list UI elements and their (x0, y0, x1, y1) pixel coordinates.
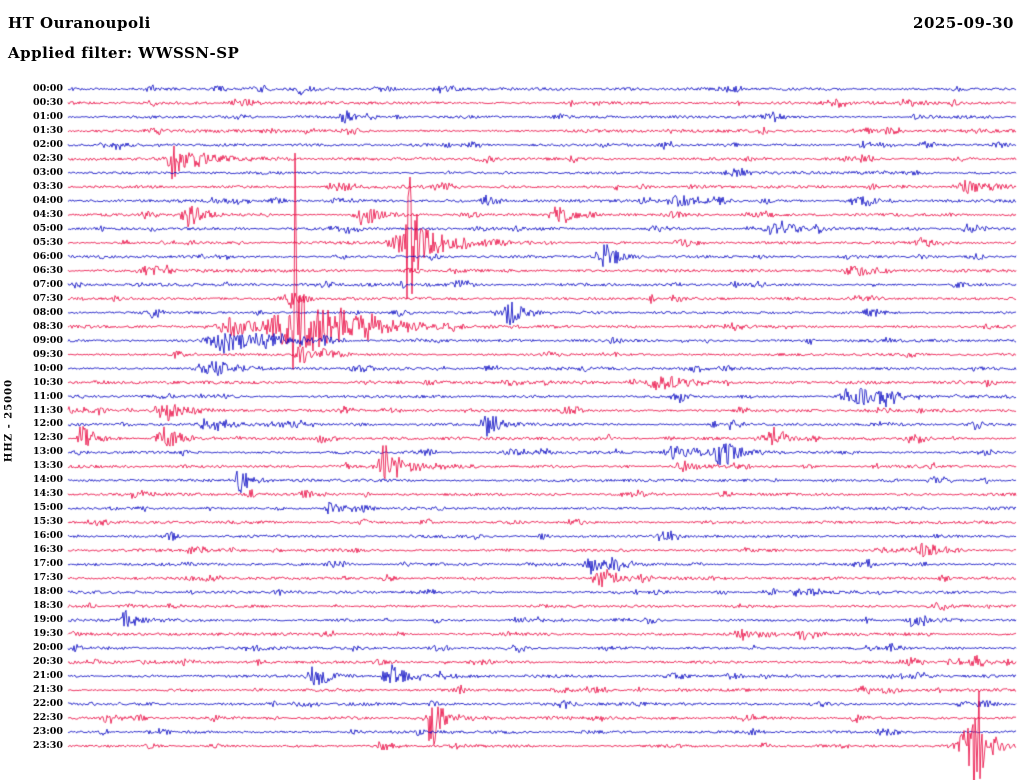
time-label: 11:30 (33, 404, 63, 416)
time-label: 17:00 (33, 558, 63, 570)
time-label: 03:30 (33, 180, 63, 192)
time-label: 22:00 (33, 698, 63, 710)
time-label: 18:30 (33, 600, 63, 612)
time-label: 21:00 (33, 670, 63, 682)
time-label: 00:00 (33, 83, 63, 94)
time-label: 12:00 (33, 418, 63, 430)
time-label: 06:30 (33, 264, 63, 276)
time-label: 16:00 (33, 530, 63, 542)
time-label: 07:00 (33, 278, 63, 290)
time-label: 23:00 (33, 726, 63, 738)
time-label: 04:00 (33, 194, 63, 206)
time-label: 08:00 (33, 306, 63, 318)
time-label: 21:30 (33, 684, 63, 696)
time-label: 20:30 (33, 656, 63, 668)
time-label: 01:30 (33, 124, 63, 136)
time-label: 04:30 (33, 208, 63, 220)
time-label: 19:30 (33, 628, 63, 640)
time-label: 01:00 (33, 110, 63, 122)
filter-label: Applied filter: WWSSN-SP (8, 44, 240, 62)
time-label: 23:30 (33, 740, 63, 751)
time-label: 02:00 (33, 138, 63, 150)
time-label: 02:30 (33, 152, 63, 164)
time-label: 14:30 (33, 488, 63, 500)
time-label: 16:30 (33, 544, 63, 556)
time-label: 20:00 (33, 642, 63, 654)
time-label: 05:00 (33, 222, 63, 234)
time-label: 00:30 (33, 96, 63, 108)
time-label: 22:30 (33, 712, 63, 724)
time-label: 07:30 (33, 292, 63, 304)
time-label: 19:00 (33, 614, 63, 626)
time-label: 15:00 (33, 502, 63, 514)
date-label: 2025-09-30 (913, 14, 1014, 32)
time-label: 09:00 (33, 334, 63, 346)
time-label: 12:30 (33, 432, 63, 444)
time-label: 10:30 (33, 376, 63, 388)
time-label: 18:00 (33, 586, 63, 598)
time-label: 17:30 (33, 572, 63, 584)
time-label: 09:30 (33, 348, 63, 360)
time-label: 15:30 (33, 516, 63, 528)
time-label: 06:00 (33, 250, 63, 262)
time-label: 13:30 (33, 460, 63, 472)
time-label: 14:00 (33, 474, 63, 486)
time-label: 13:00 (33, 446, 63, 458)
time-label: 05:30 (33, 236, 63, 248)
time-label: 03:00 (33, 166, 63, 178)
time-label: 10:00 (33, 362, 63, 374)
time-label: 08:30 (33, 320, 63, 332)
time-label: 11:00 (33, 390, 63, 402)
station-title: HT Ouranoupoli (8, 14, 151, 32)
